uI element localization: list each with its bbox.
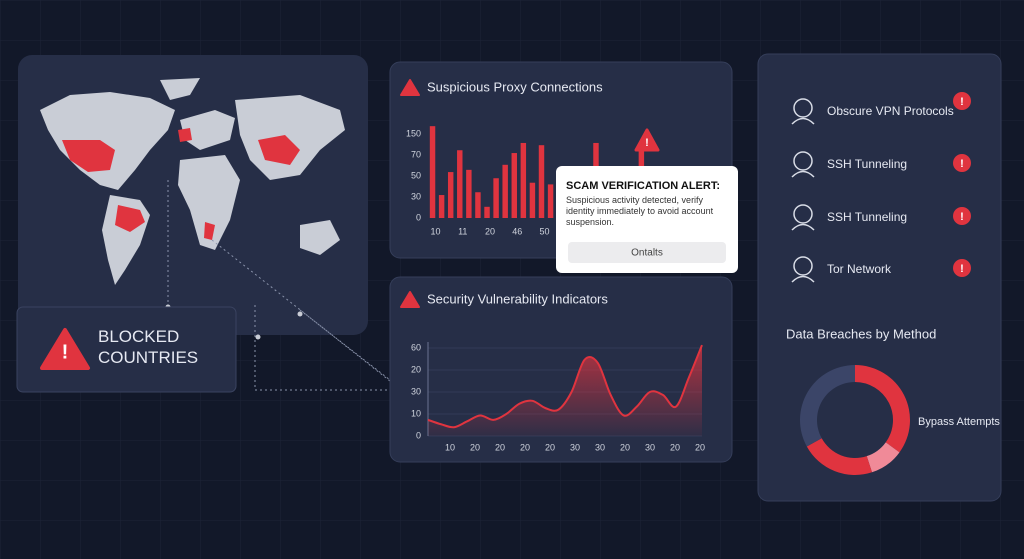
panel-title: Data Breaches by Method (786, 326, 936, 341)
bar (457, 150, 463, 218)
blocked-label: BLOCKED COUNTRIES (98, 327, 199, 367)
alert-body-box: Suspicious activity detected, verify ide… (566, 195, 714, 227)
bar (466, 169, 472, 218)
threat-alert-mark: ! (960, 158, 964, 170)
bar (438, 195, 445, 218)
donut-label: Bypass Attempts (918, 416, 1000, 428)
x-tick-label: 30 (595, 442, 605, 452)
threat-label: SSH Tunneling (827, 210, 907, 224)
threat-label: Tor Network (827, 262, 892, 276)
threat-alert (953, 154, 971, 172)
map-node (297, 311, 303, 317)
threat-icon (793, 256, 813, 276)
alert-button[interactable] (568, 242, 726, 263)
x-tick-label: 20 (485, 226, 495, 236)
panel-title: Suspicious Proxy Connections (427, 79, 603, 94)
bar (529, 182, 536, 218)
x-tick-label: 10 (445, 442, 455, 452)
area-fill (428, 345, 702, 436)
donut-segment (806, 438, 872, 475)
threat-list: Obscure VPN Protocols! SSH Tunneling ! SSH … (791, 92, 971, 283)
threat-icon-body (791, 223, 815, 231)
threat-icon-body (791, 275, 815, 283)
y-tick-label: 70 (411, 149, 421, 159)
threat-alert (953, 92, 971, 110)
threat-label: Obscure VPN Protocols (827, 104, 954, 118)
x-tick-label: 20 (545, 442, 555, 452)
y-tick-label: 20 (411, 364, 421, 374)
bar (511, 153, 517, 218)
threat-alert (953, 259, 971, 277)
x-tick-label: 10 (431, 226, 441, 236)
threat-alert-mark: ! (960, 211, 964, 223)
x-tick-label: 20 (670, 442, 680, 452)
bar (538, 145, 545, 218)
world-map (40, 78, 345, 285)
y-tick-label: 0 (416, 430, 421, 440)
y-tick-label: 10 (411, 408, 421, 418)
map-node (255, 334, 261, 340)
warning-mark: ! (645, 137, 649, 149)
x-tick-label: 20 (695, 442, 705, 452)
y-tick-label: 60 (411, 342, 421, 352)
alert-button-label[interactable]: Ontalts (631, 248, 663, 259)
warning-icon (40, 328, 90, 370)
bar (493, 178, 499, 218)
threat-icon (793, 98, 813, 118)
x-tick-label: 20 (495, 442, 505, 452)
bar (429, 126, 436, 218)
x-tick-label: 20 (470, 442, 480, 452)
donut-segment (866, 442, 900, 473)
x-tick-label: 11 (458, 226, 467, 236)
y-tick-label: 0 (416, 212, 421, 222)
y-tick-label: 150 (406, 128, 421, 138)
alert-popup: SCAM VERIFICATION ALERT: Suspicious acti… (556, 166, 738, 273)
donut-segment (855, 365, 910, 453)
threat-icon-body (791, 117, 815, 125)
blocked-box (16, 306, 237, 393)
x-tick-label: 20 (620, 442, 630, 452)
donut-chart (799, 365, 910, 475)
x-tick-label: 30 (645, 442, 655, 452)
y-tick-label: 30 (411, 386, 421, 396)
alert-title: SCAM VERIFICATION ALERT: (566, 180, 720, 192)
threat-icon-body (791, 170, 815, 178)
warning-icon (634, 128, 660, 152)
bar (547, 184, 554, 218)
bar (447, 172, 454, 218)
panel-title: Security Vulnerability Indicators (427, 291, 608, 306)
threat-icon (793, 151, 813, 171)
x-tick-label: 50 (539, 226, 549, 236)
connection-lines (167, 180, 396, 391)
warning-mark: ! (62, 341, 69, 363)
warning-icon (400, 79, 420, 96)
bar (520, 142, 527, 218)
threat-icon (793, 204, 813, 224)
blocked-label-box: BLOCKED COUNTRIES (98, 327, 199, 367)
y-tick-label: 50 (411, 170, 421, 180)
threat-alert (953, 207, 971, 225)
donut-segment (799, 365, 855, 447)
bar (484, 206, 490, 218)
alert-body: Suspicious activity detected, verify ide… (566, 195, 714, 227)
x-tick-label: 46 (512, 226, 522, 236)
bar (475, 192, 481, 218)
threat-alert-mark: ! (960, 263, 964, 275)
bar (502, 164, 508, 218)
y-tick-label: 30 (411, 191, 421, 201)
area-chart: 0 10 30 20 60 10 20 20 20 20 30 30 20 30 20 20 (411, 342, 705, 452)
area-line (427, 344, 703, 429)
warning-icon (400, 291, 420, 308)
x-tick-label: 30 (570, 442, 580, 452)
threat-alert-mark: ! (960, 96, 964, 108)
x-tick-label: 20 (520, 442, 530, 452)
threat-label: SSH Tunneling (827, 157, 907, 171)
